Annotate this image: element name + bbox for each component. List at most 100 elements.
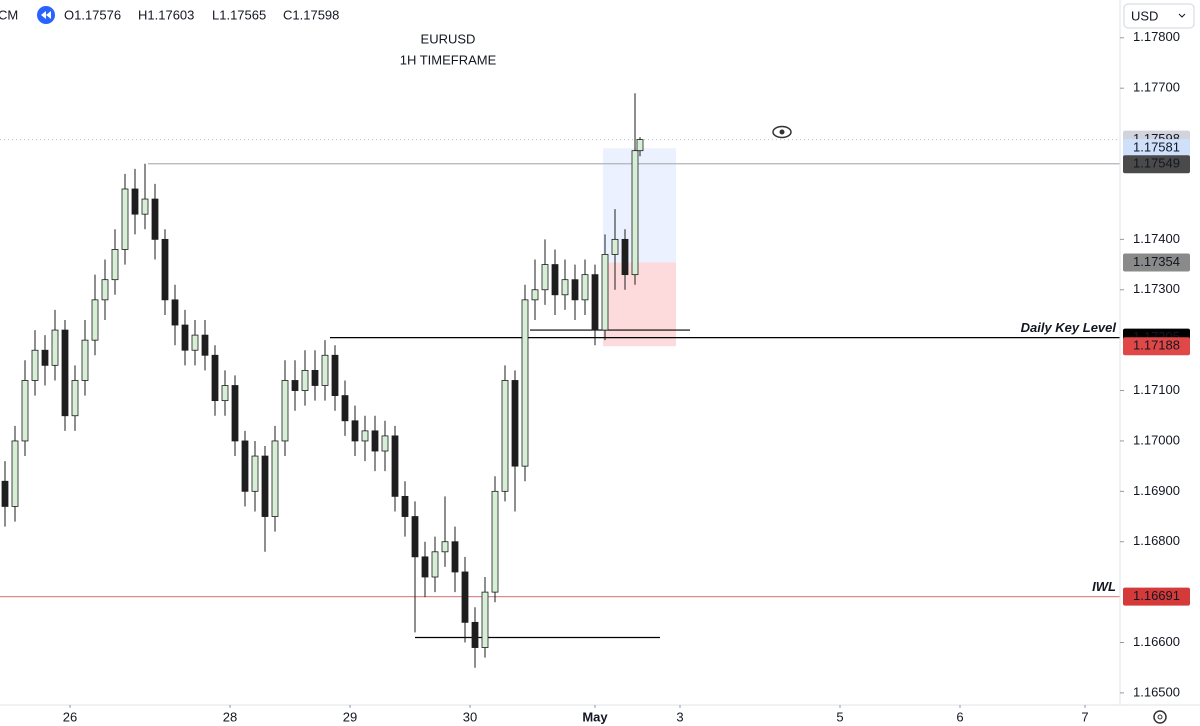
- price-tag: [1123, 155, 1190, 174]
- price-tag-label: 1.17188: [1133, 338, 1180, 353]
- candle-body: [61, 329, 69, 417]
- eye-outline: [772, 125, 792, 139]
- chart-title: EURUSD: [421, 31, 476, 46]
- candle-body: [481, 591, 489, 648]
- candle-body: [21, 380, 29, 442]
- y-tick-label: 1.17800: [1133, 29, 1180, 44]
- candle-body: [171, 299, 179, 326]
- replay-icon: [41, 11, 51, 19]
- visibility-icon[interactable]: [772, 125, 792, 139]
- plot-area: Daily Key Level IWL: [0, 93, 1120, 668]
- candle-body: [601, 254, 609, 331]
- candle-body: [211, 354, 219, 402]
- x-tick-label: 7: [1081, 709, 1088, 724]
- candle-body: [271, 440, 279, 517]
- candle-body: [321, 354, 329, 386]
- candle-body: [281, 380, 289, 442]
- candle-body: [11, 440, 19, 507]
- candle-body: [341, 395, 349, 422]
- candle-body: [91, 299, 99, 341]
- price-tag: [1123, 337, 1190, 356]
- line-label: IWL: [1092, 579, 1116, 594]
- candle-body: [141, 198, 149, 215]
- y-tick-label: 1.16500: [1133, 684, 1180, 699]
- y-tick-label: 1.17400: [1133, 231, 1180, 246]
- candle-body: [181, 324, 189, 351]
- candle-body: [151, 198, 159, 240]
- y-tick-label: 1.16600: [1133, 634, 1180, 649]
- ohlc-open: O1.17576: [64, 7, 121, 22]
- candle-body: [161, 238, 169, 301]
- x-tick-label: 3: [676, 709, 683, 724]
- candle-body: [331, 354, 339, 396]
- candle-body: [191, 334, 199, 351]
- candle-body: [561, 279, 569, 296]
- axes: 1.17800 1.17700 1.17400 1.17300 1.17100 1.170…: [63, 29, 1190, 724]
- settings-button[interactable]: [1153, 710, 1167, 724]
- candle-body: [301, 369, 309, 391]
- candle-body: [511, 380, 519, 467]
- candle-body: [521, 299, 529, 467]
- candle-body: [531, 289, 539, 301]
- x-tick-label: 30: [463, 709, 477, 724]
- x-tick-label: 29: [343, 709, 357, 724]
- x-tick-label: May: [582, 709, 608, 724]
- candle-body: [411, 516, 419, 558]
- candle-body: [41, 349, 49, 366]
- candle-body: [421, 556, 429, 578]
- candle-body: [121, 188, 129, 250]
- candle-body: [381, 435, 389, 452]
- x-tick-label: 6: [956, 709, 963, 724]
- price-tag: [1123, 587, 1190, 606]
- price-tag: [1123, 139, 1190, 158]
- candle-body: [31, 349, 39, 381]
- settings-icon: [1153, 710, 1167, 724]
- price-tag-label: 1.16691: [1133, 588, 1180, 603]
- broker-name: CM: [0, 7, 18, 22]
- candle-body: [241, 440, 249, 492]
- x-tick-label: 28: [223, 709, 237, 724]
- candle-body: [261, 455, 269, 517]
- candle-body: [621, 238, 629, 276]
- candle-body: [471, 621, 479, 648]
- candle-body: [501, 380, 509, 492]
- candle-body: [611, 238, 619, 255]
- y-tick-label: 1.17100: [1133, 382, 1180, 397]
- candle-body: [361, 430, 369, 442]
- settings-icon-center: [1157, 714, 1163, 720]
- candle-body: [111, 249, 119, 281]
- ohlc-low: L1.17565: [212, 7, 266, 22]
- x-tick-label: 5: [836, 709, 843, 724]
- candle-body: [221, 385, 229, 402]
- y-tick-label: 1.17700: [1133, 80, 1180, 95]
- dropdown-arrow: [1178, 13, 1186, 18]
- candle-body: [311, 369, 319, 386]
- candle-body: [131, 188, 139, 215]
- candle-body: [541, 264, 549, 291]
- x-tick-label: 26: [63, 709, 77, 724]
- candle-body: [401, 495, 409, 517]
- stop-zone: [603, 262, 676, 347]
- candle-body: [1, 480, 9, 507]
- candle-body: [101, 279, 109, 301]
- line-label: Daily Key Level: [1021, 320, 1117, 335]
- currency-label: USD: [1131, 8, 1158, 23]
- candle-body: [631, 150, 639, 276]
- candle-body: [81, 339, 89, 381]
- candle-body: [201, 334, 209, 356]
- currency-dropdown[interactable]: [1123, 3, 1195, 29]
- y-tick-label: 1.17000: [1133, 432, 1180, 447]
- candle-body: [451, 541, 459, 573]
- candle-body: [391, 435, 399, 497]
- candle-body: [441, 541, 449, 553]
- candle-body: [51, 329, 59, 366]
- candle-body: [371, 430, 379, 452]
- candle-body: [571, 279, 579, 301]
- candle-body: [551, 264, 559, 296]
- y-tick-label: 1.16900: [1133, 483, 1180, 498]
- candle-body: [581, 274, 589, 301]
- candle-body: [591, 274, 599, 331]
